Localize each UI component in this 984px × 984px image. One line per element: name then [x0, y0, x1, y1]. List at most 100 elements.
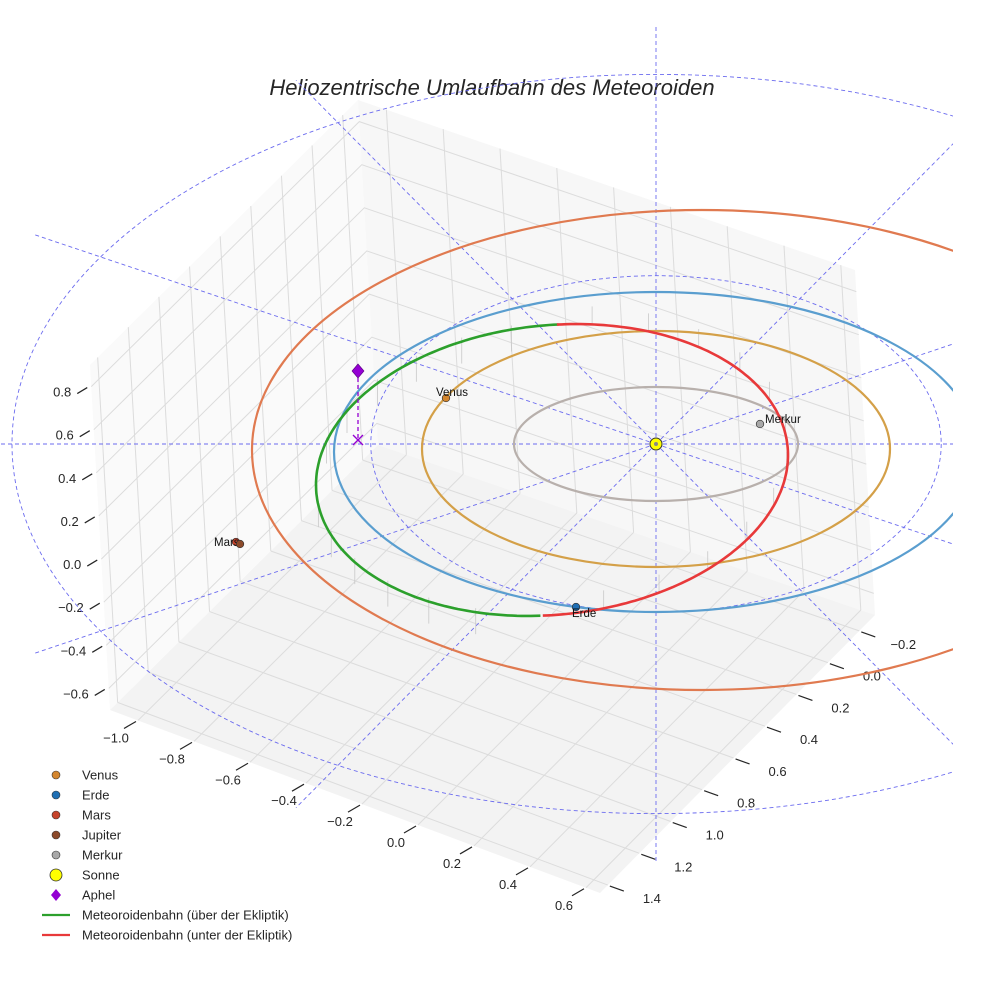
z-tick [76, 387, 88, 395]
gridline-z [103, 336, 869, 603]
orbit-erde [332, 290, 953, 614]
gridline-y-floor [301, 520, 797, 695]
orbit-venus [420, 329, 892, 569]
chart-title: Heliozentrische Umlaufbahn des Meteoroid… [269, 75, 714, 100]
z-tick [84, 516, 96, 524]
meteoroid-orbit-above [314, 323, 559, 618]
y-tick [798, 694, 813, 701]
orbit-mars [251, 208, 953, 692]
axis-panes [90, 100, 875, 893]
gridline-y-left [250, 205, 272, 552]
gridline-x-back [669, 206, 691, 552]
gridline-z [98, 250, 864, 517]
z-tick-label: 0.2 [61, 514, 79, 529]
legend-marker [51, 770, 61, 780]
x-tick [235, 762, 249, 771]
legend-marker [51, 889, 61, 901]
x-tick [291, 783, 305, 792]
pane-left [90, 100, 378, 710]
x-tick-label: −1.0 [103, 730, 129, 745]
y-tick-label: 0.8 [737, 796, 755, 811]
z-tick-label: 0.8 [53, 385, 71, 400]
reference-spoke [295, 79, 657, 445]
x-tick [403, 825, 417, 834]
gridline-x-back [783, 245, 805, 591]
legend-label: Mars [82, 808, 111, 823]
ecliptic-reference-grid [0, 24, 953, 864]
mars-label: Mars [214, 537, 240, 549]
gridline-x-floor [585, 609, 862, 889]
gridline-y-left [189, 266, 211, 612]
axis-ticks: −1.0 −0.8 −0.6 −0.4 −0.2 0.0 0.2 0.4 0.6 −0.2 0.0 0… [53, 385, 916, 913]
y-tick [703, 790, 719, 797]
pane-floor [110, 445, 875, 893]
z-tick [91, 645, 103, 653]
y-tick-label: 1.0 [706, 828, 724, 843]
gridline-x-back [726, 226, 748, 572]
merkur-marker [755, 419, 765, 429]
gridline-x-floor [473, 570, 748, 847]
x-tick-label: 0.2 [443, 856, 461, 871]
y-tick-label: 0.4 [800, 732, 818, 747]
legend-label: Sonne [82, 868, 120, 883]
meteoroid-orbit [314, 322, 790, 618]
z-tick-label: 0.6 [56, 428, 74, 443]
orbit-merkur [512, 385, 800, 503]
gridline-x-floor [305, 512, 578, 784]
x-tick-label: −0.2 [327, 814, 353, 829]
gridline-y-floor [117, 701, 609, 886]
gridline-x-floor [529, 590, 805, 868]
gridline-y-floor [209, 611, 703, 791]
sun-core [654, 442, 658, 446]
y-tick [609, 885, 625, 892]
x-tick-label: −0.6 [215, 772, 241, 787]
z-tick-label: 0.0 [63, 557, 81, 572]
gridline-x-floor [361, 532, 634, 805]
venus-marker [441, 393, 451, 403]
axis-gridlines [90, 109, 874, 889]
aphel-ecliptic-marker [352, 434, 364, 446]
gridline-y-floor [270, 550, 766, 727]
reference-spoke [655, 443, 953, 745]
legend-label: Erde [82, 788, 109, 803]
gridline-y-left [280, 175, 302, 521]
gridline-y-floor [178, 641, 671, 822]
gridline-z [93, 164, 859, 431]
gridline-y-floor [331, 489, 829, 664]
erde-label: Erde [572, 608, 596, 620]
aphel-marker [351, 363, 365, 379]
x-tick [571, 888, 585, 897]
gridline-z [90, 121, 857, 387]
x-tick [515, 867, 529, 876]
x-tick [459, 846, 473, 855]
gridline-y-left [127, 327, 149, 673]
erde-marker [571, 602, 581, 612]
legend-marker [51, 810, 61, 820]
z-tick-label: 0.4 [58, 471, 76, 486]
legend-label: Aphel [82, 888, 115, 903]
jupiter-marker [235, 539, 245, 549]
gridline-x-back [613, 187, 635, 533]
z-tick-label: −0.6 [63, 686, 89, 701]
merkur-label: Merkur [765, 414, 801, 426]
x-tick [179, 741, 193, 750]
gridline-y-left [219, 236, 241, 582]
y-tick [735, 758, 750, 765]
z-tick-label: −0.4 [61, 643, 87, 658]
reference-spoke [32, 233, 657, 445]
y-tick-label: 1.4 [643, 891, 661, 906]
meteoroid-orbit-below [542, 322, 790, 617]
legend-marker [51, 830, 61, 840]
gridline-y-left [342, 115, 364, 461]
z-tick [89, 602, 101, 610]
legend-label: Merkur [82, 848, 123, 863]
x-tick-label: −0.4 [271, 793, 297, 808]
gridline-y-floor [240, 580, 734, 759]
y-tick-label: 0.2 [831, 700, 849, 715]
x-tick [123, 720, 137, 729]
planet-orbits [251, 208, 953, 692]
z-tick [79, 430, 91, 438]
x-tick-label: 0.4 [499, 877, 517, 892]
gridline-x-floor [193, 473, 464, 742]
gridline-x-back [499, 148, 521, 494]
